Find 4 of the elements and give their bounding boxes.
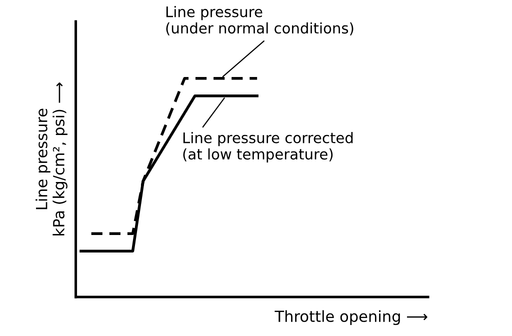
y-axis-title: Line pressure kPa (kg/cm², psi) ⟶	[36, 82, 68, 236]
text: Line pressure (under normal conditions)	[166, 6, 354, 36]
annotation: Line pressure corrected (at low temperature)	[183, 132, 353, 162]
x-axis-title: Throttle opening ⟶	[274, 310, 428, 326]
